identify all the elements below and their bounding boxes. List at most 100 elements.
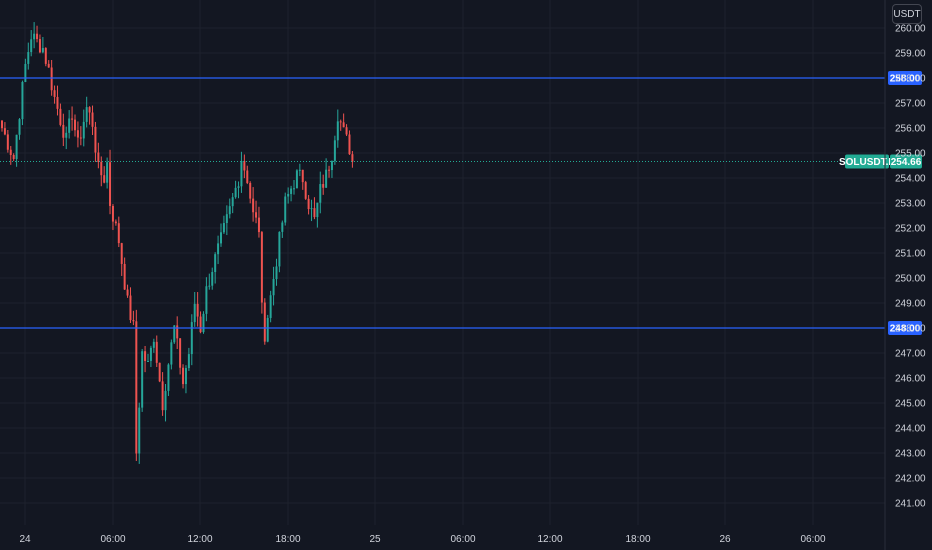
candle-body xyxy=(120,243,123,264)
candle-body xyxy=(53,90,56,97)
level-price-badge xyxy=(888,71,922,85)
currency-button[interactable]: USDT xyxy=(892,4,922,24)
candle-body xyxy=(263,302,266,342)
candle-body xyxy=(111,205,114,222)
candle-body xyxy=(33,33,36,40)
last-price-badge xyxy=(890,154,922,169)
price-tick-label: 253.00 xyxy=(895,199,926,210)
candle-body xyxy=(246,170,249,183)
price-tick-label: 258.00 xyxy=(895,74,926,85)
candle-body xyxy=(79,137,82,139)
candle-body xyxy=(301,169,304,183)
candle-body xyxy=(272,279,275,296)
candle-body xyxy=(50,67,53,91)
candle-body xyxy=(348,134,351,155)
price-tick-label: 259.00 xyxy=(895,49,926,60)
candle-body xyxy=(281,222,284,232)
candle-body xyxy=(74,119,76,131)
candle-body xyxy=(76,130,79,138)
candle-body xyxy=(170,342,173,365)
candle-body xyxy=(147,360,149,362)
candle-body xyxy=(214,254,217,273)
candle-body xyxy=(138,407,141,454)
price-tick-label: 251.00 xyxy=(895,249,926,260)
candle-body xyxy=(199,316,202,333)
candle-body xyxy=(193,303,196,323)
candle-body xyxy=(36,33,39,39)
candle-body xyxy=(158,362,161,382)
candle-body xyxy=(85,107,88,122)
candle-body xyxy=(307,198,310,210)
candle-body xyxy=(328,169,331,171)
level-price-label: 248.00 xyxy=(890,324,921,335)
candle-body xyxy=(59,108,62,125)
candle-body xyxy=(325,169,328,188)
price-axis[interactable]: 260.00 259.00 258.00 257.00 256.00 255.00 254.… xyxy=(895,24,926,510)
candle-body xyxy=(304,182,307,199)
candle-body xyxy=(211,272,214,286)
price-tick-label: 243.00 xyxy=(895,449,926,460)
time-tick-label: 06:00 xyxy=(800,534,825,545)
candle-body xyxy=(91,112,94,127)
candlestick-series xyxy=(1,22,354,464)
candle-body xyxy=(24,63,27,82)
candle-body xyxy=(284,196,287,223)
symbol-badge xyxy=(845,154,889,169)
candle-body xyxy=(217,243,220,255)
candle-body xyxy=(345,127,348,135)
price-tick-label: 244.00 xyxy=(895,424,926,435)
time-tick-label: 18:00 xyxy=(275,534,300,545)
candle-body xyxy=(18,119,21,135)
candle-body xyxy=(135,321,138,454)
time-tick-label: 06:00 xyxy=(100,534,125,545)
candle-body xyxy=(117,223,120,244)
candle-body xyxy=(316,202,319,218)
candle-body xyxy=(220,232,222,244)
candle-body xyxy=(161,381,164,411)
candle-body xyxy=(222,223,225,233)
candle-body xyxy=(330,161,333,171)
time-tick-label: 18:00 xyxy=(625,534,650,545)
candle-body xyxy=(41,48,44,53)
candle-body xyxy=(313,208,316,218)
candle-body xyxy=(152,341,155,348)
candle-body xyxy=(65,132,68,138)
candle-body xyxy=(141,351,144,408)
candle-body xyxy=(336,121,339,141)
candle-body xyxy=(126,289,129,296)
price-tick-label: 246.00 xyxy=(895,374,926,385)
price-tick-label: 249.00 xyxy=(895,299,926,310)
candle-body xyxy=(94,126,97,153)
candle-body xyxy=(155,341,158,363)
candle-body xyxy=(27,52,30,64)
candle-body xyxy=(129,295,132,321)
candle-body xyxy=(266,317,269,342)
price-tick-label: 255.00 xyxy=(895,149,926,160)
candle-body xyxy=(202,313,205,333)
candle-body xyxy=(97,152,100,163)
symbol-label: SOLUSDT.P xyxy=(839,157,895,168)
price-tick-label: 256.00 xyxy=(895,124,926,135)
time-tick-label: 06:00 xyxy=(450,534,475,545)
candle-body xyxy=(342,122,345,128)
candle-body xyxy=(182,367,185,385)
horizontal-levels[interactable]: 258.00 248.00 xyxy=(0,71,922,335)
candle-body xyxy=(228,206,231,215)
candle-body xyxy=(187,354,190,369)
candle-body xyxy=(275,266,278,280)
price-tick-label: 245.00 xyxy=(895,399,926,410)
candle-body xyxy=(144,351,147,361)
candle-body xyxy=(278,231,281,267)
candle-body xyxy=(62,124,65,138)
price-tick-label: 242.00 xyxy=(895,474,926,485)
candle-body xyxy=(298,169,301,171)
candle-body xyxy=(82,121,85,139)
candle-body xyxy=(260,232,263,303)
candle-body xyxy=(257,217,260,233)
level-price-label: 258.00 xyxy=(890,74,921,85)
candle-body xyxy=(15,134,18,159)
price-tick-label: 247.00 xyxy=(895,349,926,360)
time-axis[interactable]: 24 06:00 12:00 18:00 25 06:00 12:00 18:00 26 06:0… xyxy=(19,534,826,545)
time-tick-label: 12:00 xyxy=(537,534,562,545)
